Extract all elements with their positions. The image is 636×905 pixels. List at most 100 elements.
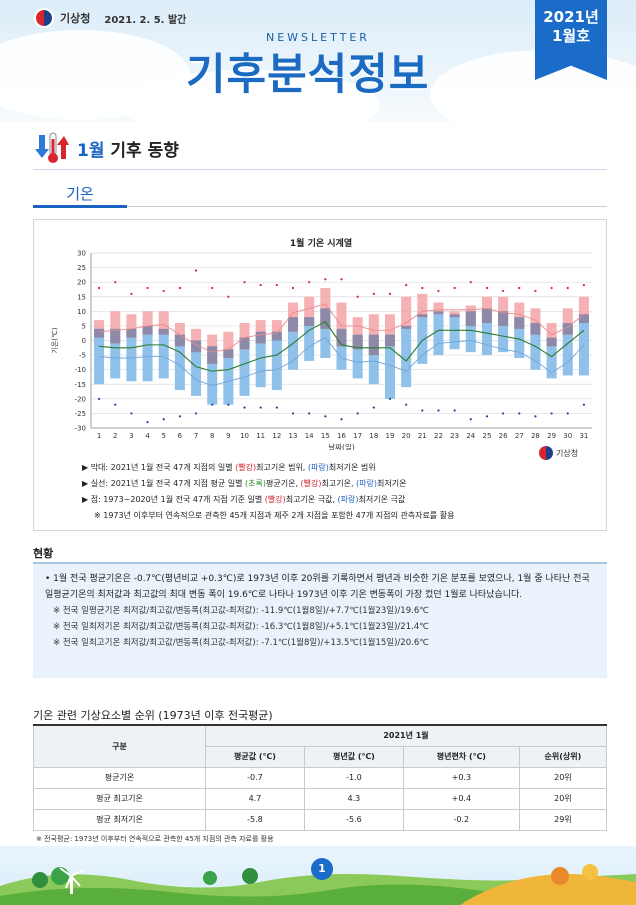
overlap-range-bar: [417, 314, 428, 318]
chart-note-fragment: ※ 1973년 이후부터 연속적으로 관측한 45개 지점과 제주 2개 지점을…: [94, 511, 455, 520]
overlap-range-bar: [562, 323, 573, 335]
y-tick-label: 0: [82, 337, 86, 345]
x-tick-label: 3: [129, 432, 133, 440]
tmin-range-bar: [352, 334, 363, 379]
tmax-extreme-point: [259, 283, 262, 287]
chart-note-fragment: (파랑): [356, 479, 378, 488]
section-heading: 1월 기후 동향: [33, 131, 179, 165]
y-tick-label: -25: [75, 410, 86, 418]
x-tick-label: 11: [256, 432, 265, 440]
table-cell: 20위: [518, 787, 608, 810]
table-cell: 4.3: [303, 787, 404, 810]
table-cell: -0.2: [402, 808, 520, 831]
table-row: 평균기온 -0.7 -1.0 +0.3 20위: [33, 766, 608, 789]
chart-note-fragment: 최저기온 극값: [358, 495, 406, 504]
tmin-extreme-point: [453, 409, 456, 412]
overlap-range-bar: [255, 331, 266, 344]
tmin-extreme-point: [485, 415, 489, 418]
chart-note-fragment: 최고기온 범위,: [256, 463, 308, 472]
tmin-extreme-point: [518, 412, 521, 415]
tmin-range-bar: [158, 328, 169, 379]
tmin-range-bar: [481, 308, 492, 356]
tmax-range-bar: [223, 331, 234, 358]
y-tick-label: 30: [77, 250, 86, 258]
tmax-extreme-point: [421, 286, 424, 290]
tmax-extreme-point: [550, 286, 553, 290]
chart-note-fragment: (파랑): [307, 463, 329, 472]
status-item: ※ 전국 일최고기온 최저값/최고값/변동폭(최고값-최저값): -7.1℃(1…: [53, 638, 429, 648]
tmax-range-bar: [401, 296, 412, 329]
tmax-range-bar: [320, 288, 331, 329]
tmax-range-bar: [514, 302, 525, 329]
overlap-range-bar: [481, 308, 492, 323]
x-tick-label: 28: [531, 432, 540, 440]
y-tick-label: -10: [75, 366, 86, 374]
tmin-range-bar: [514, 317, 525, 358]
chart-note-fragment: ▶ 막대: 2021년 1월 전국 47개 지점의 일별: [82, 463, 236, 472]
table-col-header: 순위(상위): [518, 745, 608, 768]
x-tick-label: 21: [418, 432, 427, 440]
tmax-extreme-point: [178, 286, 181, 290]
kma-emblem-icon: [539, 446, 553, 460]
tmin-range-bar: [110, 328, 121, 379]
overlap-range-bar: [384, 334, 395, 347]
tmax-extreme-point: [324, 278, 327, 281]
table-cell: +0.3: [402, 766, 520, 789]
table-heading: 기온 관련 기상요소별 순위 (1973년 이후 전국평균): [33, 709, 273, 722]
tmin-range-bar: [126, 328, 137, 382]
tmin-extreme-point: [469, 418, 472, 421]
x-tick-label: 6: [178, 432, 183, 440]
table-cell: -0.7: [205, 766, 305, 789]
chart-note: ▶ 막대: 2021년 1월 전국 47개 지점의 일별 (빨강)최고기온 범위…: [82, 460, 454, 476]
x-tick-label: 19: [386, 432, 395, 440]
x-tick-label: 29: [547, 432, 556, 440]
y-tick-label: -30: [75, 425, 86, 433]
overlap-range-bar: [465, 311, 476, 326]
y-tick-label: 25: [77, 264, 86, 272]
tmax-extreme-point: [340, 278, 343, 281]
page-title: 기후분석정보: [186, 50, 430, 100]
tmax-extreme-point: [275, 283, 278, 287]
tmin-extreme-point: [275, 406, 278, 409]
tmin-extreme-point: [437, 409, 440, 412]
table-row: 평균 최고기온 4.7 4.3 +0.4 20위: [33, 787, 608, 810]
overlap-range-bar: [401, 325, 412, 329]
y-tick-label: -20: [75, 395, 86, 403]
chart-note-fragment: (빨강): [235, 463, 257, 472]
tmax-extreme-point: [114, 281, 117, 284]
overlap-range-bar: [336, 328, 347, 347]
status-heading: 현황: [33, 547, 54, 560]
tmin-range-bar: [255, 331, 266, 388]
tmin-extreme-point: [243, 406, 246, 409]
tmin-range-bar: [191, 340, 202, 396]
tmax-extreme-point: [130, 292, 133, 295]
publish-date: 2021. 2. 5. 발간: [104, 14, 187, 26]
overlap-range-bar: [530, 323, 541, 335]
tab-active-indicator: [33, 205, 127, 208]
x-tick-label: 24: [466, 432, 475, 440]
overlap-range-bar: [449, 314, 460, 318]
tmax-range-bar: [417, 293, 428, 318]
tmin-range-bar: [304, 317, 315, 361]
tmax-range-bar: [562, 308, 573, 335]
tab-temperature[interactable]: 기온: [66, 185, 94, 203]
tmax-range-bar: [271, 320, 282, 341]
x-tick-label: 15: [321, 432, 330, 440]
tmin-range-bar: [207, 346, 218, 405]
tmax-extreme-point: [97, 286, 101, 290]
y-tick-label: -5: [79, 352, 86, 360]
overlap-range-bar: [94, 328, 105, 338]
x-tick-label: 2: [113, 432, 117, 440]
header-banner: 기상청 2021. 2. 5. 발간 NEWSLETTER 기후분석정보 202…: [0, 0, 636, 122]
chart-note-fragment: 최저기온: [377, 479, 407, 488]
x-tick-label: 5: [161, 432, 165, 440]
kma-emblem-icon: [34, 8, 54, 28]
overlap-range-bar: [142, 325, 153, 335]
x-tick-label: 9: [226, 432, 230, 440]
chart-note-fragment: ▶ 점: 1973~2020년 1월 전국 47개 지점 기준 일별: [82, 495, 265, 504]
y-tick-label: 20: [77, 279, 86, 287]
tmin-extreme-point: [130, 412, 133, 415]
tmax-extreme-point: [388, 292, 392, 295]
chart-source-label: 기상청: [556, 448, 579, 458]
tmin-extreme-point: [291, 412, 295, 415]
